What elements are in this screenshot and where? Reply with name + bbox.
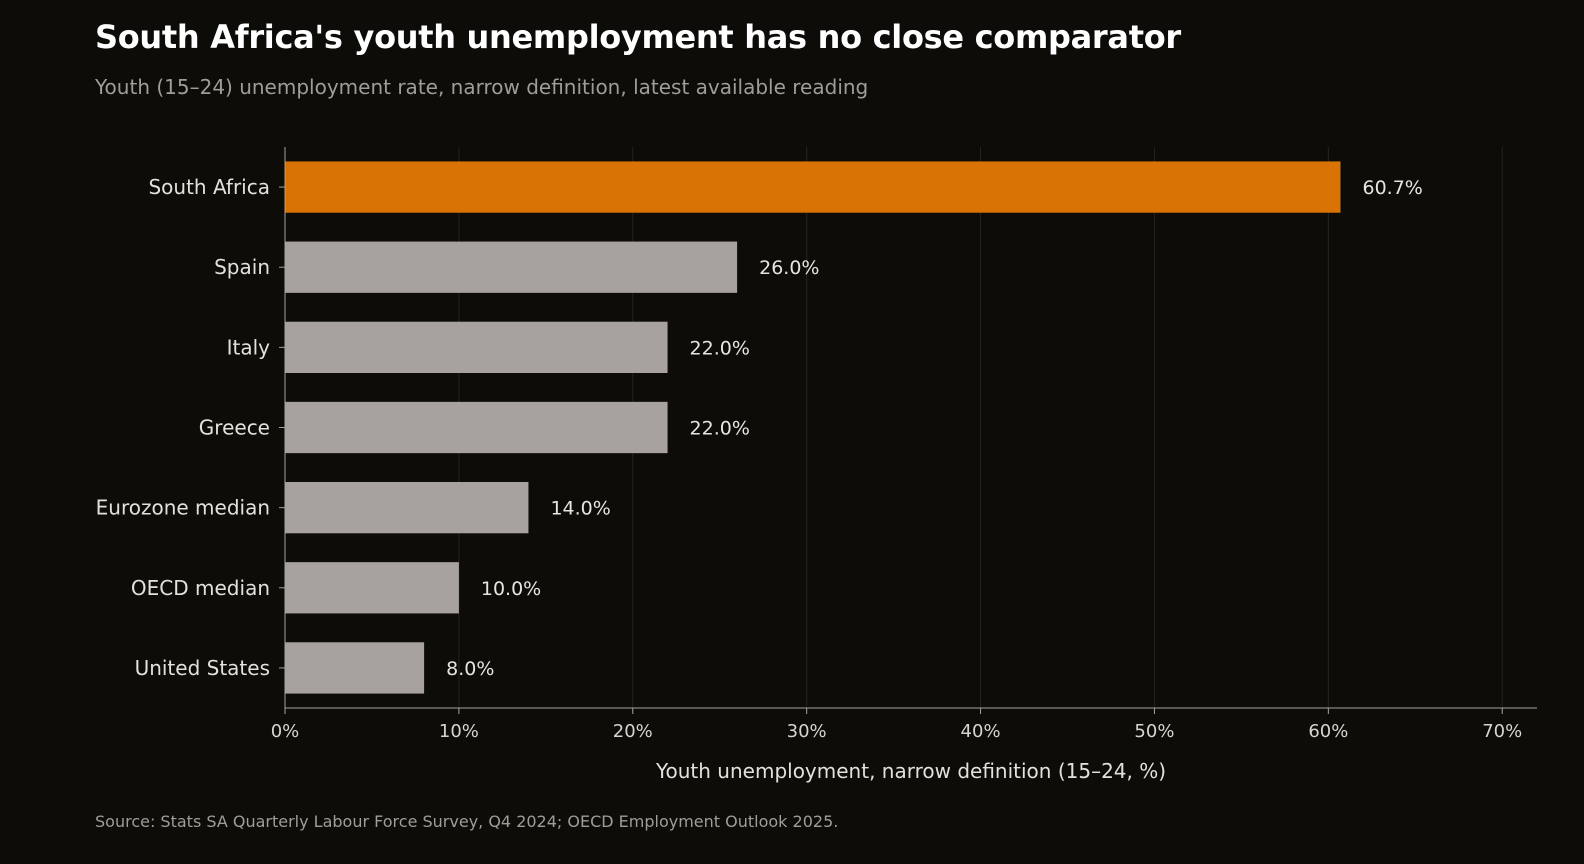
x-tick-label: 10% (439, 721, 479, 742)
bar (285, 321, 668, 374)
bar-value-label: 60.7% (1363, 177, 1423, 199)
bars: 60.7% 26.0% 22.0% 22.0% 14.0% 10.0% 8.0% (285, 161, 1423, 694)
bar-value-label: 8.0% (446, 658, 494, 680)
x-tick-label: 0% (271, 721, 300, 742)
y-category-label: United States (135, 656, 270, 680)
bar (285, 642, 425, 694)
bar-value-label: 14.0% (550, 498, 610, 520)
x-tick-label: 30% (787, 721, 827, 742)
bar-value-label: 22.0% (690, 418, 750, 440)
x-tick-label: 20% (613, 721, 653, 742)
y-category-label: Italy (227, 335, 271, 359)
bar (285, 241, 738, 293)
x-axis-title: Youth unemployment, narrow definition (1… (655, 759, 1166, 783)
source-note: Source: Stats SA Quarterly Labour Force … (95, 812, 839, 831)
x-tick-label: 70% (1482, 721, 1522, 742)
bar (285, 161, 1341, 213)
grid-lines (458, 147, 1503, 708)
chart-subtitle: Youth (15–24) unemployment rate, narrow … (95, 75, 869, 99)
axes: 0% 10% 20% 30% 40% 50% 60% 70% South Africa Spain… (96, 147, 1537, 742)
y-category-label: Eurozone median (96, 496, 270, 520)
x-tick-label: 40% (961, 721, 1001, 742)
bar-value-label: 22.0% (690, 337, 750, 359)
y-category-label: Spain (214, 255, 270, 279)
bar (285, 562, 459, 614)
chart-title: South Africa's youth unemployment has no… (95, 18, 1181, 56)
y-category-label: Greece (199, 416, 270, 440)
bar (285, 401, 668, 454)
bar (285, 481, 529, 534)
bar-value-label: 26.0% (759, 257, 819, 279)
x-tick-label: 60% (1308, 721, 1348, 742)
y-category-label: South Africa (148, 175, 270, 199)
bar-value-label: 10.0% (481, 578, 541, 600)
x-tick-label: 50% (1134, 721, 1174, 742)
y-category-label: OECD median (131, 576, 270, 600)
